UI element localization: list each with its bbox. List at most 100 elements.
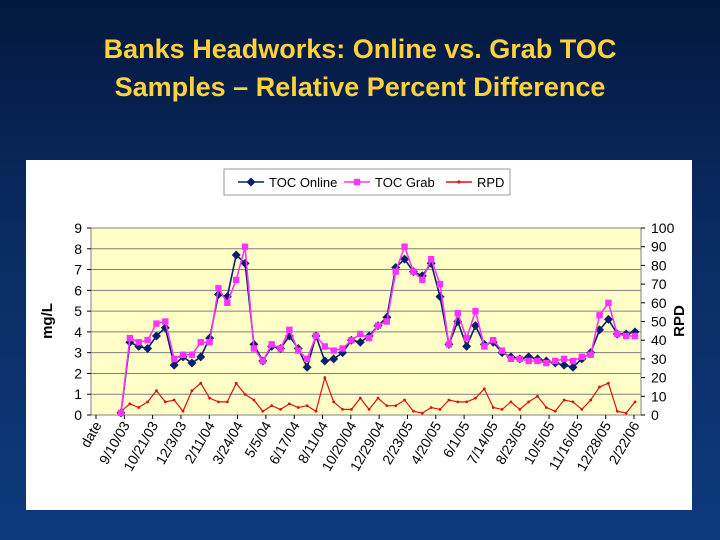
y2-tick-label: 50 — [651, 314, 667, 330]
legend-item-toc-online: TOC Online — [238, 175, 337, 190]
rpd-point — [429, 406, 433, 409]
rpd-point — [243, 393, 247, 396]
toc-grab-point — [525, 357, 532, 365]
rpd-point — [527, 400, 531, 404]
rpd-point — [225, 400, 229, 404]
toc-online-point — [559, 360, 569, 370]
toc-grab-point — [605, 299, 612, 306]
toc-grab-point — [215, 285, 222, 292]
rpd-point — [456, 400, 460, 404]
toc-grab-point — [144, 337, 151, 344]
toc-grab-point — [135, 339, 142, 346]
toc-online-point — [462, 341, 472, 351]
y2-tick-label: 30 — [651, 351, 667, 367]
toc-grab-point — [622, 332, 630, 340]
toc-grab-point — [463, 334, 470, 342]
rpd-point — [438, 407, 442, 411]
rpd-point — [217, 400, 220, 404]
toc-grab-point — [365, 334, 373, 342]
rpd-point — [615, 409, 619, 413]
toc-online-point — [568, 362, 578, 372]
toc-online-point — [355, 337, 365, 347]
toc-grab-point — [472, 307, 479, 315]
legend-item-rpd: RPD — [446, 175, 504, 190]
legend-label: RPD — [477, 175, 504, 190]
toc-grab-point — [188, 351, 196, 358]
toc-grab-point — [543, 359, 550, 367]
toc-online-point — [329, 354, 339, 364]
toc-grab-point — [490, 337, 497, 344]
toc-grab-point — [427, 255, 435, 263]
toc-grab-point — [206, 339, 213, 346]
toc-online-point — [470, 321, 480, 331]
toc-grab-point — [498, 347, 506, 354]
rpd-point — [465, 400, 469, 404]
toc-grab-point — [410, 268, 417, 275]
y2-tick-label: 20 — [651, 370, 667, 386]
y2-tick-label: 70 — [651, 276, 667, 292]
rpd-point — [305, 404, 309, 408]
y2-axis-label: RPD — [671, 305, 688, 337]
toc-online-point — [187, 358, 197, 368]
toc-grab-point — [357, 330, 364, 338]
legend-label: TOC Grab — [375, 175, 435, 190]
rpd-point — [509, 400, 513, 404]
toc-grab-point — [312, 332, 320, 340]
rpd-point — [332, 400, 336, 404]
toc-grab-point — [419, 276, 426, 284]
y-tick-label: 0 — [74, 407, 82, 423]
rpd-point — [571, 400, 575, 404]
toc-online-point — [603, 314, 613, 324]
y-tick-label: 5 — [74, 303, 82, 319]
toc-grab-series — [117, 243, 639, 417]
toc-grab-point — [614, 330, 621, 338]
toc-grab-point — [560, 355, 568, 363]
toc-online-point — [143, 344, 153, 354]
y-tick-label: 2 — [74, 365, 82, 381]
toc-grab-point — [224, 299, 231, 306]
rpd-point — [598, 385, 601, 389]
rpd-point — [420, 411, 424, 415]
toc-grab-point — [587, 351, 594, 358]
toc-grab-point — [569, 357, 577, 365]
toc-grab-point — [321, 343, 329, 350]
rpd-point — [137, 406, 141, 409]
rpd-point — [163, 400, 167, 404]
x-tick-label: date — [77, 418, 105, 450]
rpd-point — [447, 398, 451, 402]
x-axis-ticks: date9/10/0310/21/0312/3/032/11/043/24/04… — [77, 415, 643, 474]
y-tick-label: 7 — [74, 262, 82, 278]
legend: TOC Online TOC Grab RPD — [223, 168, 511, 196]
toc-online-point — [595, 325, 605, 335]
rpd-point — [358, 396, 362, 400]
rpd-point — [146, 400, 149, 404]
toc-grab-point — [374, 322, 382, 329]
toc-line-chart: 0 1 2 3 4 5 6 7 8 9 0 10 20 30 40 50 60 70 80 90 100 date9/… — [39, 168, 688, 474]
toc-online-point — [400, 254, 410, 264]
rpd-point — [296, 406, 300, 409]
toc-grab-point — [507, 355, 515, 363]
toc-online-point — [169, 360, 179, 370]
rpd-point — [518, 407, 522, 411]
toc-grab-point — [241, 243, 249, 250]
rpd-point — [624, 411, 628, 415]
rpd-point — [350, 407, 353, 411]
toc-grab-point — [383, 318, 391, 325]
rpd-point — [474, 396, 477, 400]
rpd-point — [341, 407, 344, 411]
rpd-point — [394, 404, 398, 408]
toc-grab-point — [197, 339, 204, 346]
toc-grab-point — [481, 343, 488, 350]
toc-grab-point — [534, 357, 541, 365]
toc-grab-point — [339, 345, 346, 352]
toc-grab-point — [259, 357, 266, 365]
toc-grab-point — [401, 243, 408, 250]
rpd-point — [482, 387, 486, 391]
y-tick-label: 9 — [74, 220, 82, 236]
rpd-point — [234, 381, 238, 385]
rpd-point — [376, 396, 380, 400]
toc-grab-point — [454, 309, 461, 317]
toc-grab-point — [162, 318, 169, 325]
legend-item-toc-grab: TOC Grab — [344, 175, 435, 190]
rpd-point — [208, 396, 212, 400]
